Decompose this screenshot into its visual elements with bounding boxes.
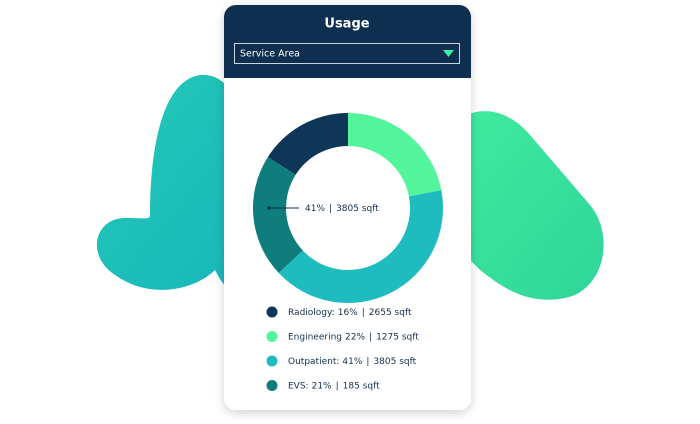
legend-percent: 21% xyxy=(312,381,332,391)
center-percent: 41% xyxy=(305,204,325,214)
legend-area: 185 sqft xyxy=(343,381,380,391)
legend-area: 2655 sqft xyxy=(369,308,412,318)
center-separator: | xyxy=(329,204,332,214)
legend-swatch xyxy=(266,380,278,391)
legend-swatch xyxy=(266,355,278,367)
legend-area: 1275 sqft xyxy=(376,332,419,342)
legend-category: EVS: xyxy=(288,381,309,391)
legend-category: Engineering xyxy=(288,332,342,342)
card xyxy=(224,5,471,410)
dropdown-arrow[interactable] xyxy=(443,50,454,57)
dropdown-label[interactable]: Service Area xyxy=(240,49,300,60)
legend-percent: 22% xyxy=(345,332,365,342)
legend-separator: | xyxy=(366,357,369,367)
legend-area: 3805 sqft xyxy=(373,357,416,367)
center-area: 3805 sqft xyxy=(336,204,379,214)
dropdown[interactable] xyxy=(234,43,460,64)
legend-separator: | xyxy=(336,381,339,391)
donut-segment xyxy=(348,113,442,197)
legend-category: Radiology: xyxy=(288,308,335,318)
donut-segment xyxy=(278,190,443,303)
callout-dot xyxy=(267,206,271,210)
legend-entry: Engineering 22% | 1275 sqft xyxy=(288,332,419,342)
legend-entry: Outpatient: 41% | 3805 sqft xyxy=(288,357,417,367)
legend-entry: Radiology: 16% | 2655 sqft xyxy=(288,308,412,318)
donut-segment xyxy=(253,157,303,274)
donut-chart: 41% | 3805 sqft Radiology: 16% | 2655 sqft Engi… xyxy=(253,113,443,391)
legend-entry: EVS: 21% | 185 sqft xyxy=(288,381,380,391)
legend-percent: 16% xyxy=(338,308,358,318)
background-blob-right xyxy=(440,111,604,300)
center-label: 41% | 3805 sqft xyxy=(305,204,379,214)
legend-swatch xyxy=(266,331,278,342)
card-frame xyxy=(224,5,471,410)
card-header xyxy=(224,5,471,78)
legend-separator: | xyxy=(362,308,365,318)
legend-percent: 41% xyxy=(342,357,362,367)
card-title: Usage xyxy=(324,17,369,32)
legend-category: Outpatient: xyxy=(288,357,339,367)
legend-separator: | xyxy=(369,332,372,342)
donut-segment xyxy=(267,113,348,175)
legend-swatch xyxy=(266,306,278,318)
